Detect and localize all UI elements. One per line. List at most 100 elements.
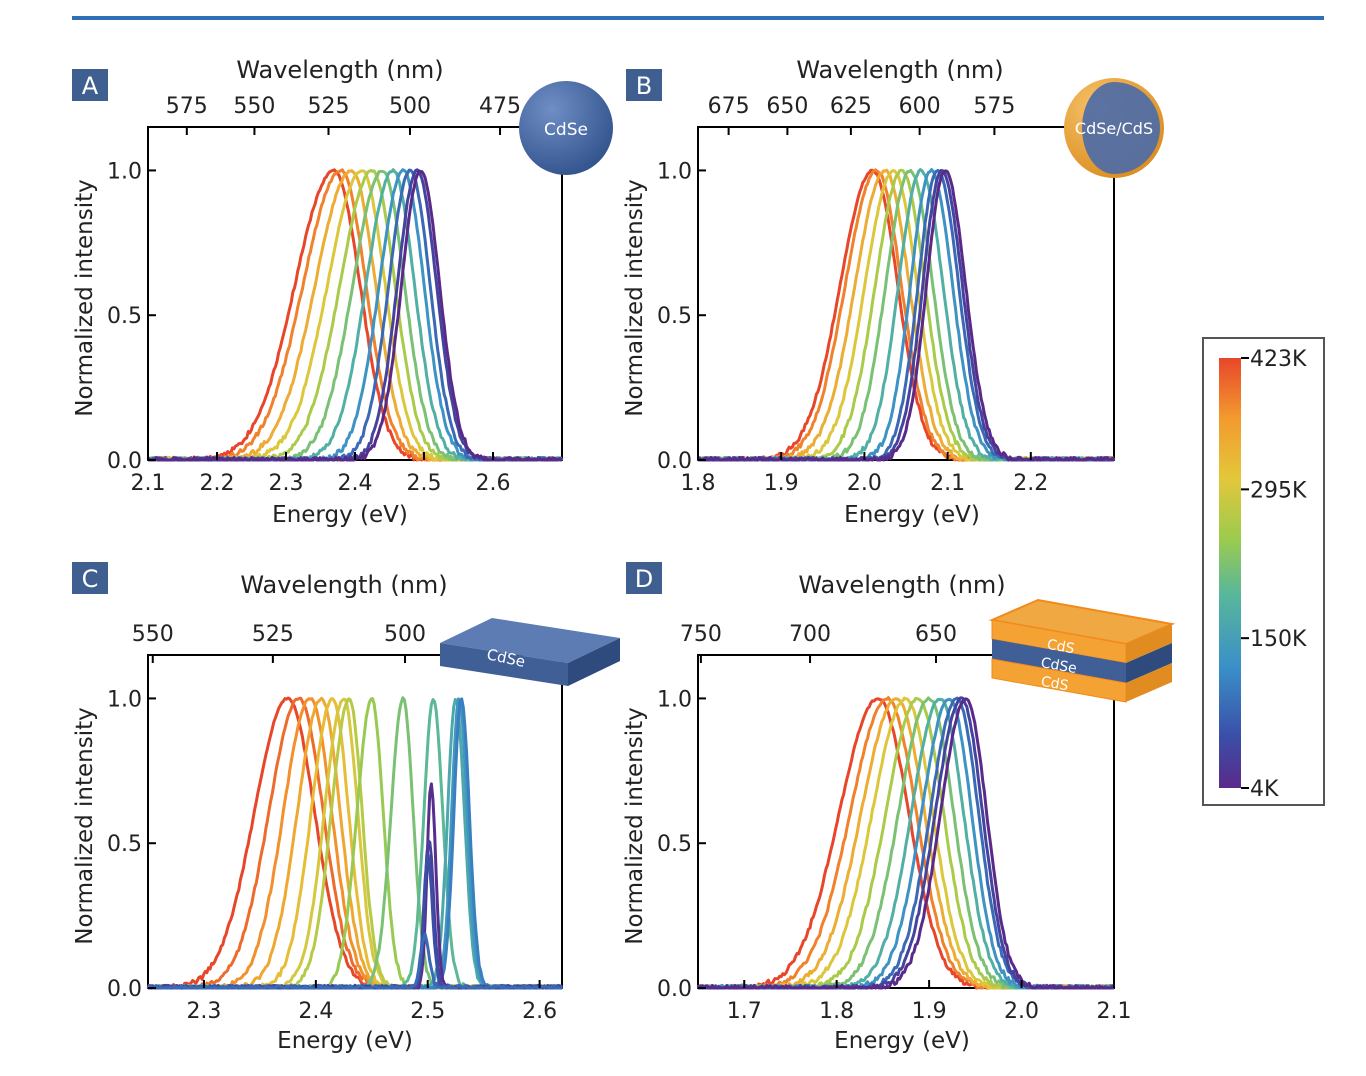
x-tick-label: 2.6 bbox=[476, 471, 511, 496]
plot-frame-b bbox=[697, 126, 1115, 461]
top-tick-label: 500 bbox=[389, 94, 431, 119]
y-tick-label: 0.5 bbox=[107, 832, 142, 857]
inset-layer-label-2: CdSe bbox=[1039, 655, 1077, 677]
y-tick-label: 0.0 bbox=[657, 977, 692, 1002]
spectrum-line-c-4k-d bbox=[146, 932, 562, 990]
x-tick-label: 2.1 bbox=[1097, 999, 1132, 1024]
y-tick-label: 1.0 bbox=[107, 687, 142, 712]
colorbar-frame bbox=[1202, 337, 1325, 806]
y-ticks-d: 0.0 0.5 1.0 bbox=[657, 687, 706, 1002]
platelet-top bbox=[440, 618, 620, 663]
y-tick-label: 0.5 bbox=[107, 304, 142, 329]
x-tick-label: 1.8 bbox=[681, 471, 716, 496]
spectrum-line-d-200k bbox=[698, 697, 1115, 990]
x-tick-label: 1.9 bbox=[912, 999, 947, 1024]
panel-label-b: B bbox=[636, 72, 652, 100]
panel-c: C Wavelength (nm) 2.3 2.4 2.5 2.6 0.0 0.5 1.0… bbox=[72, 562, 620, 1054]
colorbar-gradient bbox=[1219, 358, 1241, 788]
top-ticks-d: 750 700 650 bbox=[680, 622, 957, 663]
curves-a bbox=[146, 168, 564, 462]
cds-cdse-cds-heterostructure-inset: CdS CdSe CdS bbox=[988, 598, 1176, 703]
x-tick-label: 2.4 bbox=[298, 999, 333, 1024]
colorbar-label: 295K bbox=[1250, 478, 1307, 503]
spectrum-line-b-4k bbox=[697, 169, 1116, 462]
cdse-sphere-inset: CdSe bbox=[519, 81, 613, 175]
x-tick-label: 2.5 bbox=[407, 471, 442, 496]
panel-label-d: D bbox=[635, 565, 653, 593]
x-tick-label: 2.0 bbox=[847, 471, 882, 496]
top-axis-title-d: Wavelength (nm) bbox=[798, 571, 1005, 599]
y-tick-label: 0.0 bbox=[107, 449, 142, 474]
inset-layer-label-3: CdS bbox=[1040, 674, 1070, 695]
x-ticks-b: 1.8 1.9 2.0 2.1 2.2 bbox=[681, 452, 1048, 496]
y-tick-label: 0.5 bbox=[657, 832, 692, 857]
x-axis-title-c: Energy (eV) bbox=[277, 1028, 413, 1054]
x-tick-label: 1.8 bbox=[819, 999, 854, 1024]
curves-c bbox=[146, 696, 564, 990]
panel-label-c: C bbox=[82, 565, 99, 593]
cdse-sphere bbox=[519, 81, 613, 175]
x-axis-title-a: Energy (eV) bbox=[272, 502, 408, 528]
spectrum-line-d-4k bbox=[696, 697, 1115, 990]
plot-frame-d bbox=[697, 654, 1115, 989]
top-tick-label: 625 bbox=[830, 94, 872, 119]
top-tick-label: 575 bbox=[166, 94, 208, 119]
top-ticks-b: 675 650 625 600 575 bbox=[708, 94, 1015, 135]
top-ticks-c: 550 525 500 bbox=[132, 622, 426, 663]
x-tick-label: 2.2 bbox=[1013, 471, 1048, 496]
top-tick-label: 575 bbox=[973, 94, 1015, 119]
x-tick-label: 2.1 bbox=[930, 471, 965, 496]
top-tick-label: 525 bbox=[252, 622, 294, 647]
top-tick-label: 500 bbox=[384, 622, 426, 647]
y-ticks-c: 0.0 0.5 1.0 bbox=[107, 687, 156, 1002]
panel-d: D Wavelength (nm) 1.7 1.8 1.9 2.0 2.1 0.0 0.5… bbox=[622, 562, 1176, 1054]
panel-label-b-box bbox=[626, 69, 662, 101]
x-axis-title-b: Energy (eV) bbox=[844, 502, 980, 528]
x-tick-label: 2.6 bbox=[522, 999, 557, 1024]
y-tick-label: 1.0 bbox=[657, 159, 692, 184]
inset-layer-label-1: CdS bbox=[1046, 637, 1076, 658]
top-tick-label: 550 bbox=[132, 622, 174, 647]
stack-side-2 bbox=[1126, 643, 1172, 683]
colorbar-label: 150K bbox=[1250, 627, 1307, 652]
temperature-colorbar: 423K 295K 150K 4K bbox=[1202, 337, 1325, 806]
stack-layer-2 bbox=[992, 639, 1126, 683]
x-tick-label: 2.2 bbox=[200, 471, 235, 496]
x-ticks-d: 1.7 1.8 1.9 2.0 2.1 bbox=[727, 980, 1132, 1024]
x-axis-title-d: Energy (eV) bbox=[834, 1028, 970, 1054]
top-ticks-a: 575 550 525 500 475 bbox=[166, 94, 521, 135]
y-axis-title-c: Normalized intensity bbox=[72, 707, 98, 944]
x-tick-label: 1.9 bbox=[764, 471, 799, 496]
top-tick-label: 750 bbox=[680, 622, 722, 647]
cdse-cds-sphere-inset: CdSe/CdS bbox=[1064, 78, 1164, 178]
top-tick-label: 700 bbox=[789, 622, 831, 647]
cdse-core bbox=[1082, 82, 1160, 174]
panel-b: B Wavelength (nm) 1.8 1.9 2.0 2.1 2.2 0.0 0.5… bbox=[622, 56, 1164, 528]
top-tick-label: 650 bbox=[766, 94, 808, 119]
top-tick-label: 525 bbox=[308, 94, 350, 119]
stack-side-1 bbox=[1126, 624, 1172, 663]
y-tick-label: 0.0 bbox=[657, 449, 692, 474]
y-ticks-b: 0.0 0.5 1.0 bbox=[657, 159, 706, 474]
colorbar-label: 4K bbox=[1250, 777, 1279, 802]
y-axis-title-d: Normalized intensity bbox=[622, 707, 648, 944]
panel-label-d-box bbox=[626, 562, 662, 594]
top-axis-title-a: Wavelength (nm) bbox=[236, 56, 443, 84]
x-tick-label: 1.7 bbox=[727, 999, 762, 1024]
x-ticks-c: 2.3 2.4 2.5 2.6 bbox=[186, 980, 557, 1024]
y-tick-label: 0.5 bbox=[657, 304, 692, 329]
y-ticks-a: 0.0 0.5 1.0 bbox=[107, 159, 156, 474]
curves-d bbox=[696, 696, 1116, 990]
panel-label-a: A bbox=[82, 72, 99, 100]
colorbar-label: 423K bbox=[1250, 347, 1307, 372]
panel-a: A Wavelength (nm) 2.1 2.2 2.3 2.4 2.5 2.6 0.0… bbox=[72, 56, 613, 528]
cdse-platelet-inset: CdSe bbox=[440, 618, 620, 686]
top-axis-title-c: Wavelength (nm) bbox=[240, 571, 447, 599]
top-rule bbox=[72, 16, 1324, 20]
x-tick-label: 2.3 bbox=[186, 999, 221, 1024]
platelet-front bbox=[440, 643, 568, 686]
spectrum-line-c-275k bbox=[148, 697, 562, 990]
x-tick-label: 2.1 bbox=[131, 471, 166, 496]
top-tick-label: 475 bbox=[479, 94, 521, 119]
